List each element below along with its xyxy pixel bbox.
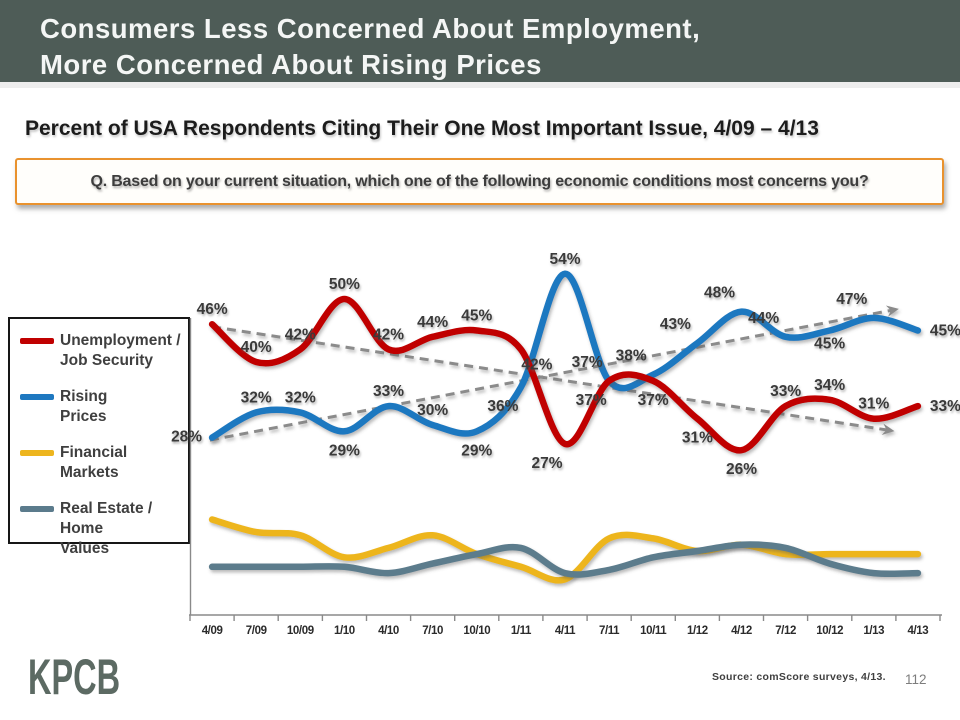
survey-question-text: Q. Based on your current situation, whic… bbox=[90, 172, 869, 190]
data-label: 33% bbox=[930, 398, 960, 415]
data-label: 45% bbox=[461, 308, 492, 325]
x-axis-tick-label: 1/11 bbox=[511, 625, 532, 637]
data-label: 34% bbox=[814, 377, 845, 394]
data-label: 31% bbox=[858, 396, 889, 413]
x-axis-tick-label: 1/13 bbox=[863, 625, 884, 637]
legend-label-rising-prices-line2: Prices bbox=[60, 408, 107, 425]
page-number: 112 bbox=[905, 672, 927, 687]
data-label: 46% bbox=[197, 301, 228, 318]
legend-label-real-estate-line2: Values bbox=[60, 540, 110, 557]
legend-label-rising-prices-line1: Rising bbox=[60, 388, 108, 405]
x-axis-tick-label: 4/10 bbox=[378, 625, 399, 637]
page-title-line-1: Consumers Less Concerned About Employmen… bbox=[40, 13, 701, 44]
data-label: 43% bbox=[660, 316, 691, 333]
source-note: Source: comScore surveys, 4/13. bbox=[712, 671, 886, 683]
data-label: 37% bbox=[576, 392, 607, 409]
x-axis-tick-label: 4/09 bbox=[202, 625, 223, 637]
trend-arrow-up bbox=[209, 305, 899, 442]
data-label: 27% bbox=[531, 455, 562, 472]
x-axis-tick-label: 10/10 bbox=[463, 625, 490, 637]
legend-item-real-estate: Real Estate / Home Values bbox=[20, 499, 188, 559]
x-axis-tick-label: 10/12 bbox=[816, 625, 843, 637]
x-axis-tick-label: 10/11 bbox=[640, 625, 667, 637]
x-axis-tick-label: 7/10 bbox=[422, 625, 443, 637]
data-label: 37% bbox=[638, 392, 669, 409]
legend-item-rising-prices: Rising Prices bbox=[20, 387, 188, 427]
data-label: 26% bbox=[726, 461, 757, 478]
chart-subtitle: Percent of USA Respondents Citing Their … bbox=[25, 117, 819, 140]
legend-label-unemployment-line2: Job Security bbox=[60, 352, 154, 369]
data-label: 30% bbox=[417, 402, 448, 419]
chart-line-rising-prices bbox=[208, 270, 922, 441]
data-label: 31% bbox=[682, 430, 713, 447]
data-label: 37% bbox=[572, 354, 603, 371]
trend-arrow-down bbox=[211, 325, 895, 435]
x-axis-tick-label: 7/12 bbox=[775, 625, 796, 637]
page-title-line-2: More Concerned About Rising Prices bbox=[40, 49, 542, 80]
legend-swatch-financial-markets bbox=[20, 450, 54, 456]
data-label: 50% bbox=[329, 276, 360, 293]
legend-label-unemployment-line1: Unemployment / bbox=[60, 332, 181, 349]
x-axis-tick-label: 4/13 bbox=[908, 625, 929, 637]
x-axis-tick-label: 4/11 bbox=[555, 625, 576, 637]
data-label: 44% bbox=[748, 310, 779, 327]
data-label: 29% bbox=[461, 442, 492, 459]
legend-label-financial-markets-line2: Markets bbox=[60, 464, 119, 481]
x-axis-tick-label: 1/12 bbox=[687, 625, 708, 637]
data-label: 38% bbox=[616, 348, 647, 365]
data-label: 32% bbox=[285, 389, 316, 406]
header-bar: Consumers Less Concerned About Employmen… bbox=[0, 0, 960, 88]
x-axis-tick-label: 4/12 bbox=[731, 625, 752, 637]
chart-line-real-estate-home-values bbox=[208, 541, 922, 578]
legend-item-financial-markets: Financial Markets bbox=[20, 443, 188, 483]
data-label: 48% bbox=[704, 285, 735, 302]
legend-label-financial-markets-line1: Financial bbox=[60, 444, 128, 461]
x-axis-tick-label: 1/10 bbox=[334, 625, 355, 637]
data-label: 42% bbox=[373, 326, 404, 343]
chart-legend: Unemployment / Job Security Rising Price… bbox=[8, 317, 190, 557]
data-label: 54% bbox=[549, 251, 580, 268]
legend-swatch-rising-prices bbox=[20, 394, 54, 400]
data-label: 33% bbox=[770, 383, 801, 400]
data-label: 32% bbox=[241, 389, 272, 406]
legend-swatch-unemployment bbox=[20, 338, 54, 344]
kpcb-logo: KPCB bbox=[28, 649, 121, 705]
data-label: 36% bbox=[487, 398, 518, 415]
data-label: 45% bbox=[814, 336, 845, 353]
data-label: 33% bbox=[373, 383, 404, 400]
data-label: 42% bbox=[521, 356, 552, 373]
x-axis-tick-label: 7/11 bbox=[599, 625, 620, 637]
x-axis-tick-label: 7/09 bbox=[246, 625, 267, 637]
data-label: 44% bbox=[417, 314, 448, 331]
data-label: 40% bbox=[241, 339, 272, 356]
legend-swatch-real-estate bbox=[20, 506, 54, 512]
chart-line-unemployment-job-security bbox=[208, 295, 922, 454]
survey-question-box: Q. Based on your current situation, whic… bbox=[15, 158, 944, 205]
data-label: 47% bbox=[836, 291, 867, 308]
legend-label-real-estate-line1: Real Estate / Home bbox=[60, 500, 153, 537]
data-label: 42% bbox=[285, 326, 316, 343]
data-label: 45% bbox=[930, 323, 960, 340]
data-label: 29% bbox=[329, 442, 360, 459]
legend-item-unemployment: Unemployment / Job Security bbox=[20, 331, 188, 371]
x-axis-tick-label: 10/09 bbox=[287, 625, 314, 637]
chart-line-financial-markets bbox=[208, 516, 922, 584]
